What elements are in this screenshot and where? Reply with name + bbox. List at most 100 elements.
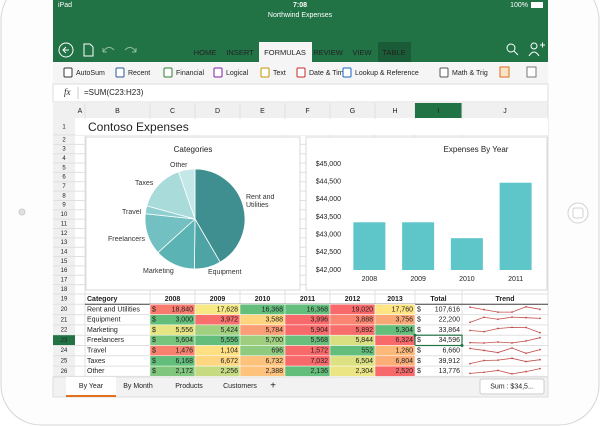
pie-slice: [194, 168, 246, 263]
function-button[interactable]: Date & Time: [309, 70, 348, 77]
row-label: Travel: [87, 347, 107, 354]
ribbon-tab[interactable]: INSERT: [226, 48, 254, 57]
row-header[interactable]: 23: [61, 338, 68, 344]
ribbon-tab[interactable]: REVIEW: [313, 48, 344, 57]
function-button[interactable]: Math & Trig: [452, 70, 488, 77]
more-icon[interactable]: [526, 66, 537, 78]
row-header[interactable]: 15: [61, 259, 68, 265]
row-header[interactable]: 8: [62, 193, 66, 199]
row-label: Equipment: [87, 317, 121, 324]
row-header[interactable]: 12: [61, 231, 68, 237]
file-button[interactable]: [83, 43, 94, 57]
row-header[interactable]: 2: [62, 137, 66, 143]
column-header[interactable]: A: [78, 108, 83, 115]
ribbon-tab[interactable]: HOME: [194, 48, 217, 57]
sparkline-point: [497, 359, 499, 362]
function-button[interactable]: Recent: [128, 70, 150, 77]
row-header[interactable]: 25: [61, 359, 68, 365]
column-header[interactable]: H: [392, 108, 397, 115]
sheet-tab[interactable]: Customers: [223, 383, 257, 390]
column-header[interactable]: B: [115, 108, 120, 115]
pie-label-box: Marketing: [143, 268, 174, 275]
sheet-tab[interactable]: +: [270, 381, 276, 392]
cell-value: 3,996: [310, 317, 328, 324]
table-header: 2012: [345, 296, 361, 303]
row-header[interactable]: 19: [61, 297, 68, 303]
row-header[interactable]: 17: [61, 278, 68, 284]
ribbon-tab[interactable]: FORMULAS: [264, 48, 306, 57]
row-header[interactable]: 7: [62, 184, 66, 190]
sheet-tab[interactable]: Products: [175, 383, 203, 390]
share-button[interactable]: [530, 42, 538, 50]
row-header[interactable]: 22: [61, 328, 68, 334]
row-header[interactable]: 11: [61, 221, 68, 227]
undo-button[interactable]: [102, 46, 115, 53]
insert-function-icon[interactable]: [499, 66, 510, 78]
column-header[interactable]: E: [260, 108, 265, 115]
clock: 7:08: [293, 2, 307, 9]
row-header[interactable]: 20: [61, 307, 68, 313]
column-header[interactable]: F: [305, 108, 309, 115]
sheet-title: Contoso Expenses: [88, 120, 189, 134]
function-button[interactable]: Lookup & Reference: [355, 70, 419, 77]
function-button[interactable]: Logical: [226, 70, 249, 77]
table-header: Trend: [495, 296, 514, 303]
cell-value: 3,888: [355, 317, 373, 324]
row-header[interactable]: 18: [61, 287, 68, 293]
column-header[interactable]: D: [215, 108, 220, 115]
share-icon: [528, 42, 545, 57]
table-header: Total: [430, 296, 446, 303]
row-header[interactable]: 14: [61, 249, 68, 255]
column-header[interactable]: J: [503, 108, 507, 115]
ribbon-tab[interactable]: TABLE: [382, 48, 405, 57]
column-header[interactable]: I: [438, 108, 440, 115]
row-header[interactable]: 13: [61, 240, 68, 246]
sparkline-point: [525, 340, 527, 342]
sheet-tab[interactable]: By Month: [123, 383, 153, 390]
sheet-tab[interactable]: By Year: [79, 383, 104, 390]
pie-label: Rent and Utilities: [246, 194, 275, 209]
row-header[interactable]: 21: [61, 317, 68, 323]
sum-box: [479, 378, 545, 395]
sparkline-point: [469, 341, 471, 344]
row-header[interactable]: 26: [61, 369, 68, 375]
row-header[interactable]: 1: [62, 125, 66, 131]
bar: [353, 222, 386, 270]
back-button[interactable]: [58, 42, 74, 58]
pie-label: Travel: [122, 209, 142, 216]
row-header[interactable]: 10: [61, 212, 68, 218]
formula-text[interactable]: =SUM(C23:H23): [84, 88, 144, 97]
sparkline: [469, 337, 541, 344]
currency: $: [417, 327, 421, 334]
sparkline-point: [497, 369, 499, 372]
cell-value: 17,628: [217, 306, 239, 313]
function-button[interactable]: Financial: [176, 70, 204, 77]
document-title: Northwind Expenses: [268, 12, 333, 19]
battery-icon: [531, 2, 543, 8]
function-icon: [213, 67, 223, 78]
row-header[interactable]: 5: [62, 165, 66, 171]
row-header[interactable]: 24: [61, 348, 68, 354]
table-header: 2008: [165, 296, 181, 303]
currency: $: [152, 347, 156, 354]
row-label: Rent and Utilities: [87, 306, 140, 313]
row-header[interactable]: 16: [61, 268, 68, 274]
redo-button[interactable]: [124, 46, 137, 53]
row-header[interactable]: 3: [62, 147, 66, 153]
home-button-icon: [572, 207, 584, 219]
selected-cell[interactable]: [414, 334, 463, 347]
row-header[interactable]: 6: [62, 175, 66, 181]
column-header[interactable]: G: [350, 108, 355, 115]
column-header[interactable]: C: [170, 108, 175, 115]
row-header[interactable]: 4: [62, 156, 66, 162]
search-button[interactable]: [506, 43, 516, 53]
sheet-tab-bar: [52, 376, 549, 398]
function-button[interactable]: Text: [273, 70, 286, 77]
row-header[interactable]: 9: [62, 203, 66, 209]
selection-sum[interactable]: Sum : $34,5...: [490, 383, 534, 390]
function-button[interactable]: AutoSum: [76, 70, 105, 77]
home-button[interactable]: [567, 202, 589, 224]
ribbon-tab[interactable]: VIEW: [352, 48, 372, 57]
table-header: 2013: [387, 296, 403, 303]
sparkline-point: [525, 360, 527, 363]
